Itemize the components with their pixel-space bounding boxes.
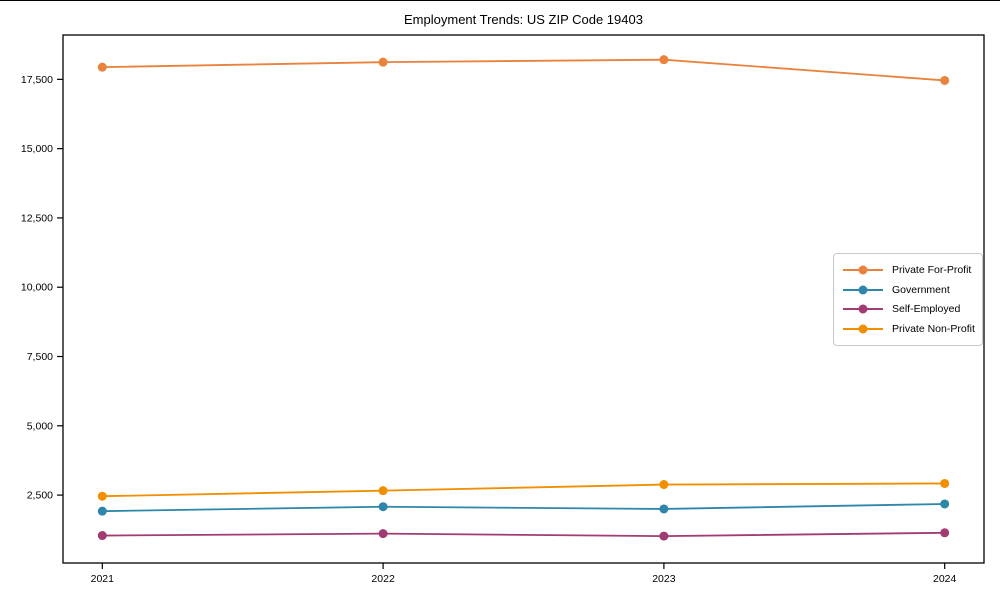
legend-item-government: Government (843, 284, 973, 296)
data-point-private-non-profit-2022 (378, 486, 388, 496)
series-line-private-non-profit (101, 482, 946, 498)
y-axis-tick-label: 12,500 (21, 212, 53, 224)
legend-line-marker (843, 324, 883, 334)
x-axis-tick-label: 2024 (933, 573, 957, 585)
legend-line-marker (843, 304, 883, 314)
x-axis-tick-label: 2021 (91, 573, 115, 585)
legend-label: Self-Employed (892, 303, 961, 316)
data-point-private-non-profit-2024 (940, 478, 950, 488)
legend-line-marker (843, 285, 883, 295)
data-point-government-2021 (97, 506, 107, 516)
legend-label: Private Non-Profit (892, 322, 975, 335)
y-axis-tick-label: 5,000 (27, 420, 53, 432)
legend-dot-marker (858, 324, 868, 334)
x-axis-tick-label: 2023 (652, 573, 676, 585)
data-point-private-for-profit-2023 (659, 55, 669, 65)
series-line-self-employed (101, 531, 946, 538)
legend-label: Government (892, 283, 950, 296)
y-axis-tick-label: 15,000 (21, 143, 53, 155)
data-point-private-for-profit-2022 (378, 57, 388, 67)
plot-frame (62, 34, 985, 564)
data-point-self-employed-2023 (659, 531, 669, 541)
legend-dot-marker (858, 265, 868, 275)
legend-dot-marker (858, 285, 868, 295)
legend: Private For-Profit Government Self-Employe… (833, 253, 983, 346)
data-point-private-non-profit-2023 (659, 480, 669, 490)
legend-item-private-non-profit: Private Non-Profit (843, 322, 975, 335)
series-line-government (101, 503, 946, 513)
data-point-government-2022 (378, 502, 388, 512)
y-axis-tick-label: 10,000 (21, 282, 53, 294)
data-point-self-employed-2022 (378, 529, 388, 539)
y-axis-tick-label: 17,500 (21, 74, 53, 86)
data-point-self-employed-2021 (97, 531, 107, 541)
legend-dot-marker (858, 304, 868, 314)
y-axis-tick-label: 7,500 (27, 351, 53, 363)
legend-line-marker (843, 265, 883, 275)
legend-item-self-employed: Self-Employed (843, 303, 973, 315)
data-point-government-2024 (940, 499, 950, 509)
y-axis-tick-label: 2,500 (27, 490, 53, 502)
data-point-self-employed-2024 (940, 528, 950, 538)
data-point-private-for-profit-2024 (940, 75, 950, 85)
data-point-private-non-profit-2021 (97, 491, 107, 501)
data-point-government-2023 (659, 504, 669, 514)
data-point-private-for-profit-2021 (97, 62, 107, 72)
legend-label: Private For-Profit (892, 264, 972, 277)
series-line-private-for-profit (101, 58, 946, 82)
chart-title: Employment Trends: US ZIP Code 19403 (404, 12, 643, 27)
legend-item-private-for-profit: Private For-Profit (843, 264, 973, 276)
x-axis-tick-label: 2022 (371, 573, 395, 585)
